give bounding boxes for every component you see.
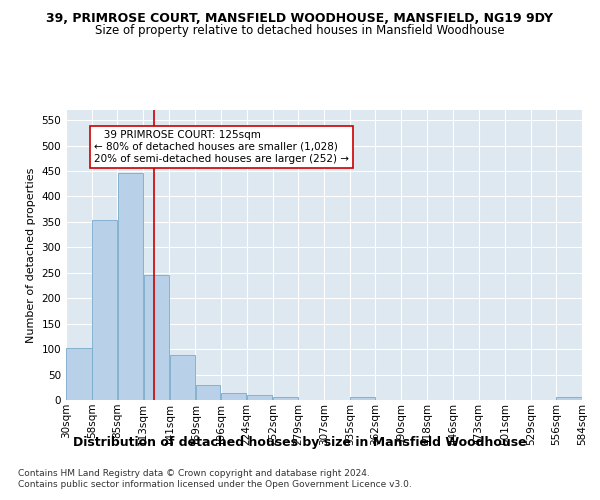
Bar xyxy=(247,396,272,400)
Bar xyxy=(196,384,220,400)
Bar xyxy=(273,398,298,400)
Text: 39, PRIMROSE COURT, MANSFIELD WOODHOUSE, MANSFIELD, NG19 9DY: 39, PRIMROSE COURT, MANSFIELD WOODHOUSE,… xyxy=(47,12,554,26)
Text: Distribution of detached houses by size in Mansfield Woodhouse: Distribution of detached houses by size … xyxy=(73,436,527,449)
Y-axis label: Number of detached properties: Number of detached properties xyxy=(26,168,36,342)
Bar xyxy=(143,275,169,400)
Text: 39 PRIMROSE COURT: 125sqm
← 80% of detached houses are smaller (1,028)
20% of se: 39 PRIMROSE COURT: 125sqm ← 80% of detac… xyxy=(94,130,349,164)
Bar xyxy=(350,398,375,400)
Text: Contains public sector information licensed under the Open Government Licence v3: Contains public sector information licen… xyxy=(18,480,412,489)
Bar xyxy=(221,394,247,400)
Bar xyxy=(92,220,117,400)
Text: Size of property relative to detached houses in Mansfield Woodhouse: Size of property relative to detached ho… xyxy=(95,24,505,37)
Bar xyxy=(118,172,143,400)
Text: Contains HM Land Registry data © Crown copyright and database right 2024.: Contains HM Land Registry data © Crown c… xyxy=(18,468,370,477)
Bar xyxy=(170,355,195,400)
Bar xyxy=(67,348,92,400)
Bar xyxy=(556,398,581,400)
